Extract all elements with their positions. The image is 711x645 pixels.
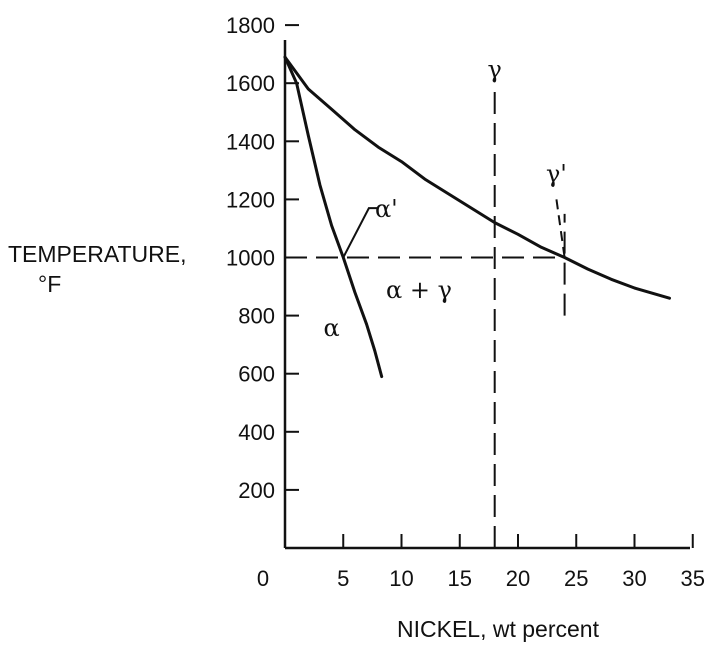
x-ticks: 0 5 10 15 20 25 30 35 bbox=[257, 534, 705, 591]
annotation-leaders bbox=[342, 199, 566, 258]
x-tick-label: 10 bbox=[389, 566, 413, 591]
y-tick-label: 800 bbox=[238, 304, 275, 329]
x-tick-label: 15 bbox=[448, 566, 472, 591]
annotation-label-4: γ bbox=[488, 55, 502, 83]
annotation-label-5: γ' bbox=[546, 160, 567, 188]
y-axis-title-line1: TEMPERATURE, bbox=[8, 241, 186, 267]
y-tick-label: 200 bbox=[238, 478, 275, 503]
x-tick-label: 0 bbox=[257, 566, 269, 591]
annotation-label-2: α + γ bbox=[386, 276, 452, 304]
y-tick-label: 1000 bbox=[226, 246, 275, 271]
axes bbox=[283, 40, 690, 550]
x-tick-label: 35 bbox=[681, 566, 705, 591]
y-tick-label: 1400 bbox=[226, 129, 275, 154]
gamma-prime-leader bbox=[555, 199, 566, 258]
x-tick-label: 5 bbox=[337, 566, 349, 591]
y-ticks: 200 400 600 800 1000 1200 1400 1600 1800 bbox=[226, 13, 299, 503]
series-2-line bbox=[283, 55, 671, 300]
x-axis-title: NICKEL, wt percent bbox=[397, 616, 600, 642]
y-tick-label: 1200 bbox=[226, 187, 275, 212]
y-tick-label: 600 bbox=[238, 362, 275, 387]
y-tick-label: 1600 bbox=[226, 71, 275, 96]
annotations: α' α + γ α γ γ' bbox=[323, 55, 566, 342]
y-tick-label: 400 bbox=[238, 420, 275, 445]
x-tick-label: 25 bbox=[564, 566, 588, 591]
annotation-label-3: α bbox=[323, 314, 339, 342]
series-group bbox=[283, 55, 671, 379]
x-tick-label: 20 bbox=[506, 566, 530, 591]
x-tick-label: 30 bbox=[622, 566, 646, 591]
y-axis-title-line2: °F bbox=[38, 271, 61, 297]
annotation-label-1: α' bbox=[375, 195, 398, 223]
series-1-line bbox=[283, 55, 384, 379]
alpha-prime-leader bbox=[342, 207, 379, 258]
y-tick-label: 1800 bbox=[226, 13, 275, 38]
reference-lines bbox=[285, 91, 566, 548]
